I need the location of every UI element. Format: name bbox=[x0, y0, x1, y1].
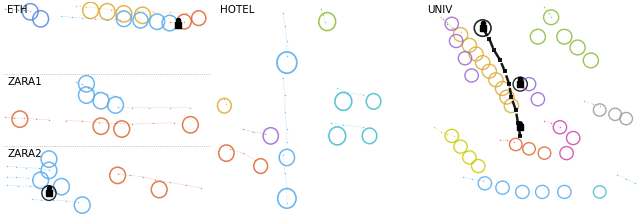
Text: HOTEL: HOTEL bbox=[220, 6, 255, 15]
Text: UNIV: UNIV bbox=[428, 6, 453, 15]
Text: ZARA1: ZARA1 bbox=[8, 77, 42, 87]
Text: ZARA2: ZARA2 bbox=[8, 149, 42, 159]
Text: ETH: ETH bbox=[8, 6, 28, 15]
